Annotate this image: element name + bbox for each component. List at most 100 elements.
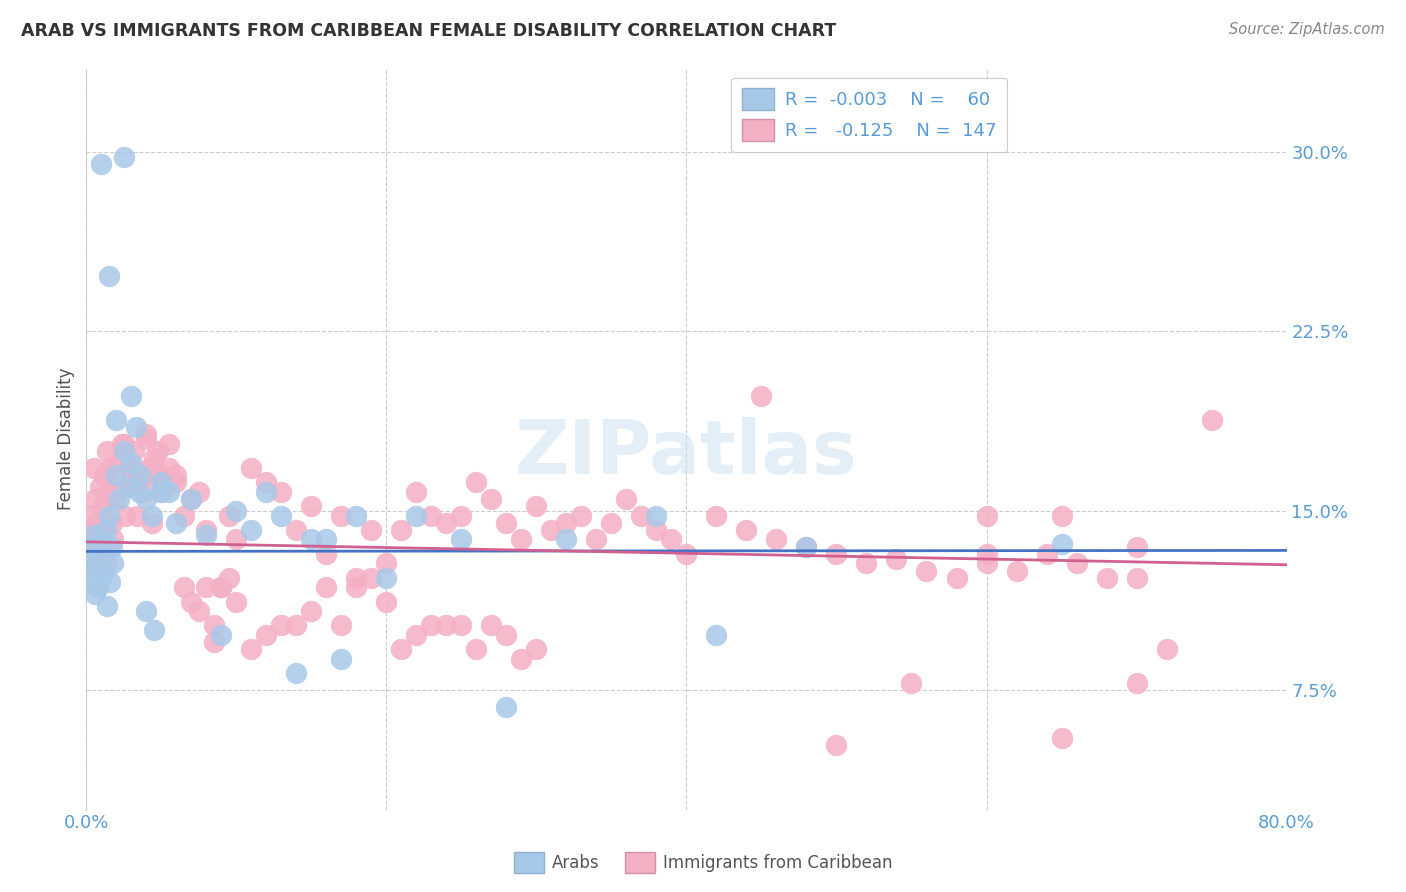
Text: ZIPatlas: ZIPatlas [515,417,858,491]
Point [87,540,110,554]
Point [187,484,209,499]
Point [157,484,180,499]
Point [945,571,967,585]
Point [661,533,683,547]
Point [1050,537,1073,551]
Point [254,628,277,642]
Point [80,551,103,566]
Point [495,516,517,530]
Point [585,533,607,547]
Point [240,523,263,537]
Point [129,467,152,482]
Point [1066,557,1088,571]
Point [97,508,120,523]
Point [173,508,195,523]
Point [128,484,150,499]
Text: ARAB VS IMMIGRANTS FROM CARIBBEAN FEMALE DISABILITY CORRELATION CHART: ARAB VS IMMIGRANTS FROM CARIBBEAN FEMALE… [21,22,837,40]
Point [103,533,125,547]
Point [375,571,398,585]
Point [94,557,117,571]
Point [706,508,728,523]
Point [108,480,131,494]
Point [97,269,120,284]
Point [180,491,202,506]
Point [240,460,263,475]
Point [825,547,848,561]
Point [90,571,112,585]
Point [87,580,110,594]
Point [98,460,121,475]
Point [735,523,758,537]
Point [202,635,225,649]
Text: Source: ZipAtlas.com: Source: ZipAtlas.com [1229,22,1385,37]
Point [128,475,150,489]
Point [82,564,104,578]
Point [825,738,848,752]
Point [91,499,114,513]
Point [202,618,225,632]
Point [114,508,136,523]
Point [112,150,135,164]
Point [93,467,115,482]
Point [405,508,427,523]
Point [976,547,998,561]
Point [117,480,139,494]
Point [1050,508,1073,523]
Point [93,564,115,578]
Point [142,451,165,466]
Point [765,533,787,547]
Point [135,427,157,442]
Point [630,508,652,523]
Point [1125,571,1147,585]
Point [465,475,488,489]
Point [240,642,263,657]
Point [1125,540,1147,554]
Point [91,533,114,547]
Point [165,467,187,482]
Point [141,516,163,530]
Point [225,533,247,547]
Point [120,389,142,403]
Point [86,516,108,530]
Point [315,533,337,547]
Point [375,557,398,571]
Point [706,628,728,642]
Point [1201,413,1223,427]
Point [79,575,101,590]
Point [129,467,152,482]
Point [105,413,128,427]
Point [195,527,218,541]
Point [450,618,472,632]
Point [218,571,240,585]
Point [796,540,818,554]
Point [82,523,104,537]
Point [86,557,108,571]
Point [495,699,517,714]
Point [330,652,353,666]
Point [1156,642,1178,657]
Point [132,484,155,499]
Point [976,557,998,571]
Point [886,551,908,566]
Point [645,523,668,537]
Point [104,491,127,506]
Point [143,467,166,482]
Point [124,444,146,458]
Point [157,437,180,451]
Point [150,467,173,482]
Point [142,624,165,638]
Point [389,642,412,657]
Point [1035,547,1057,561]
Point [94,523,117,537]
Point [138,460,160,475]
Point [330,508,353,523]
Point [434,516,457,530]
Point [225,594,247,608]
Point [84,491,107,506]
Point [97,484,120,499]
Point [225,504,247,518]
Point [79,533,101,547]
Point [1125,676,1147,690]
Point [526,499,548,513]
Point [299,604,322,618]
